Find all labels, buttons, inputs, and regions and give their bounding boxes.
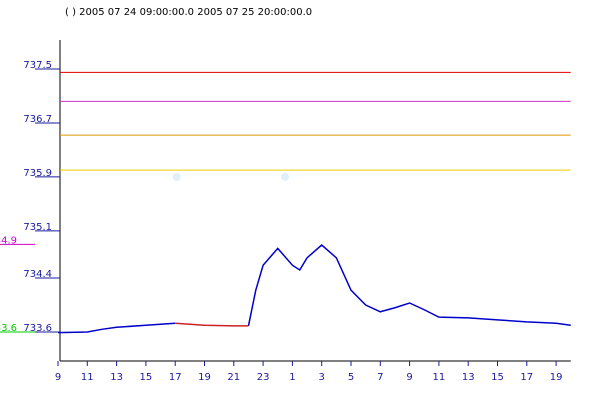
point bbox=[172, 172, 181, 181]
marker-label: 734.9 bbox=[0, 235, 17, 246]
x-tick-label: 17 bbox=[169, 372, 182, 383]
x-tick-label: 19 bbox=[550, 372, 563, 383]
x-tick-label: 7 bbox=[377, 372, 383, 383]
x-tick-label: 17 bbox=[520, 372, 533, 383]
x-tick-label: 1 bbox=[289, 372, 295, 383]
data-line bbox=[57, 244, 571, 334]
x-tick-label: 15 bbox=[491, 372, 504, 383]
y-tick-label: 736.7 bbox=[23, 114, 52, 125]
x-tick-label: 11 bbox=[81, 372, 94, 383]
data-line bbox=[175, 322, 249, 327]
y-tick-label: 735.1 bbox=[23, 222, 52, 233]
chart-title: ( ) 2005 07 24 09:00:00.0 2005 07 25 20:… bbox=[65, 7, 312, 18]
x-tick-label: 15 bbox=[140, 372, 153, 383]
x-tick-label: 9 bbox=[55, 372, 61, 383]
x-tick-label: 5 bbox=[348, 372, 354, 383]
x-tick-label: 9 bbox=[406, 372, 412, 383]
y-tick-label: 734.4 bbox=[23, 269, 52, 280]
y-tick-label: 735.9 bbox=[23, 168, 52, 179]
x-tick-label: 13 bbox=[110, 372, 123, 383]
marker-label: 733.6 bbox=[0, 323, 17, 334]
x-tick-label: 23 bbox=[257, 372, 270, 383]
y-tick-label: 733.6 bbox=[23, 323, 52, 334]
x-tick-label: 21 bbox=[227, 372, 240, 383]
x-tick-label: 19 bbox=[198, 372, 211, 383]
x-tick-label: 11 bbox=[433, 372, 446, 383]
y-tick-label: 737.5 bbox=[23, 60, 52, 71]
point bbox=[281, 172, 290, 181]
x-tick-label: 3 bbox=[319, 372, 325, 383]
x-tick-label: 13 bbox=[462, 372, 475, 383]
